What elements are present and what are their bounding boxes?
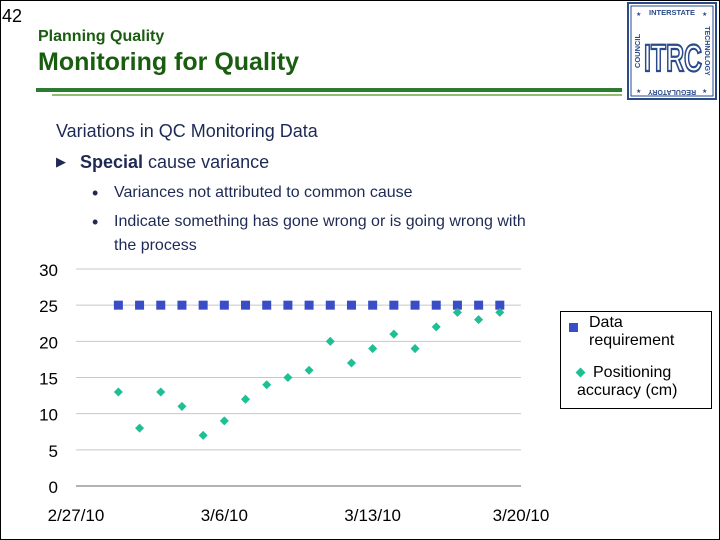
data-point-accuracy bbox=[113, 387, 123, 397]
logo-star-icon: ★ bbox=[636, 88, 641, 95]
legend-label: Data requirement bbox=[589, 314, 675, 349]
y-tick-label: 10 bbox=[39, 406, 58, 425]
data-point-accuracy bbox=[283, 372, 293, 383]
data-point-accuracy bbox=[177, 401, 187, 411]
x-tick-label: 3/6/10 bbox=[201, 506, 248, 525]
sub-bullet-text-cont: the process bbox=[114, 237, 197, 254]
data-point-requirement bbox=[262, 300, 272, 310]
y-tick-label: 25 bbox=[39, 297, 58, 316]
data-point-requirement bbox=[304, 300, 314, 310]
sub-bullet-text: Indicate something has gone wrong or is … bbox=[114, 213, 526, 230]
data-point-accuracy bbox=[198, 430, 208, 440]
slide-subtitle: Planning Quality bbox=[38, 28, 165, 45]
data-point-accuracy bbox=[156, 387, 166, 397]
data-point-requirement bbox=[198, 300, 208, 310]
legend-square-marker bbox=[569, 323, 578, 332]
data-point-requirement bbox=[241, 300, 251, 310]
sub-bullet-2: • Indicate something has gone wrong or i… bbox=[92, 211, 652, 257]
logo-top-text: INTERSTATE bbox=[649, 8, 695, 17]
sub-bullet-text: Variances not attributed to common cause bbox=[114, 184, 413, 201]
y-tick-label: 20 bbox=[39, 333, 58, 352]
title-rule bbox=[36, 88, 622, 92]
y-tick-label: 30 bbox=[39, 261, 58, 280]
data-point-requirement bbox=[431, 300, 441, 310]
slide-number: 42 bbox=[2, 6, 23, 26]
triangle-bullet-icon: ▶ bbox=[56, 154, 66, 169]
logo-main-text: ITRC bbox=[644, 38, 702, 80]
data-point-requirement bbox=[410, 300, 420, 310]
data-point-accuracy bbox=[240, 394, 251, 404]
data-point-accuracy bbox=[410, 344, 420, 354]
logo-star-icon: ★ bbox=[636, 11, 641, 18]
y-tick-label: 15 bbox=[39, 370, 58, 389]
x-tick-label: 2/27/10 bbox=[48, 506, 105, 525]
data-point-accuracy bbox=[325, 336, 335, 346]
section-heading: Variations in QC Monitoring Data bbox=[56, 121, 318, 141]
bullet-special-cause: ▶ Special cause variance bbox=[56, 152, 269, 173]
data-point-requirement bbox=[283, 300, 293, 310]
data-point-requirement bbox=[177, 300, 187, 310]
scatter-chart: 0 5 10 15 20 25 30 2/27/10 3/6/10 3/13/10 3/20/10 bbox=[39, 261, 550, 525]
dot-bullet-icon: • bbox=[92, 183, 99, 203]
data-point-accuracy bbox=[431, 322, 441, 332]
data-point-accuracy bbox=[219, 416, 229, 426]
data-point-accuracy bbox=[135, 423, 145, 433]
logo-bottom-text: REGULATORY bbox=[648, 88, 696, 95]
data-point-requirement bbox=[346, 300, 356, 310]
dot-bullet-icon: • bbox=[92, 212, 99, 232]
y-tick-label: 5 bbox=[49, 442, 58, 461]
data-point-requirement bbox=[368, 300, 378, 310]
data-point-accuracy bbox=[474, 315, 484, 325]
data-point-requirement bbox=[325, 300, 335, 310]
data-point-requirement bbox=[219, 300, 229, 310]
logo-star-icon: ★ bbox=[702, 88, 707, 95]
bullet-text: cause variance bbox=[143, 152, 270, 172]
data-point-requirement bbox=[156, 300, 166, 310]
x-tick-label: 3/13/10 bbox=[344, 506, 401, 525]
data-point-requirement bbox=[495, 300, 505, 310]
slide-title: Monitoring for Quality bbox=[38, 48, 300, 76]
logo-star-icon: ★ bbox=[702, 11, 707, 18]
data-point-requirement bbox=[389, 300, 399, 310]
chart-legend: Data requirement Positioning accuracy (cm) bbox=[560, 311, 712, 409]
legend-label: Positioning accuracy (cm) bbox=[577, 364, 678, 399]
data-point-accuracy bbox=[389, 329, 399, 339]
bullet-bold-text: Special bbox=[80, 152, 144, 172]
logo-left-text: COUNCIL bbox=[633, 34, 642, 69]
data-point-accuracy bbox=[368, 344, 378, 354]
data-point-requirement bbox=[113, 300, 123, 310]
y-tick-label: 0 bbox=[49, 478, 58, 497]
itrc-logo: INTERSTATE REGULATORY COUNCIL TECHNOLOGY… bbox=[627, 2, 717, 100]
data-point-requirement bbox=[474, 300, 484, 310]
x-tick-label: 3/20/10 bbox=[493, 506, 550, 525]
data-point-accuracy bbox=[304, 365, 314, 375]
logo-right-text: TECHNOLOGY bbox=[703, 26, 710, 76]
data-point-accuracy bbox=[346, 358, 357, 368]
sub-bullet-1: • Variances not attributed to common cau… bbox=[92, 182, 612, 204]
data-point-accuracy bbox=[262, 380, 272, 390]
data-point-requirement bbox=[135, 300, 145, 310]
data-point-requirement bbox=[452, 300, 462, 310]
title-rule-thin bbox=[52, 94, 622, 96]
